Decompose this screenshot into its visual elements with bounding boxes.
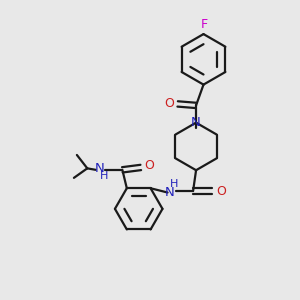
Text: N: N: [94, 162, 104, 176]
Text: O: O: [144, 160, 154, 172]
Text: H: H: [100, 171, 109, 182]
Text: N: N: [165, 186, 175, 199]
Text: O: O: [216, 184, 226, 197]
Text: F: F: [200, 18, 208, 31]
Text: N: N: [191, 116, 201, 129]
Text: H: H: [170, 179, 178, 190]
Text: O: O: [164, 98, 174, 110]
